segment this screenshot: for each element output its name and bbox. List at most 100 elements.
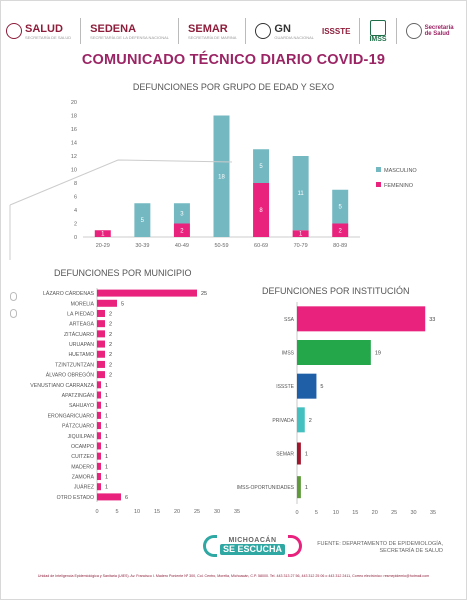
bar-data-label: 2 [109, 373, 112, 379]
institucion-chart-title: DEFUNCIONES POR INSTITUCIÓN [262, 286, 410, 296]
bar-data-label: 5 [320, 384, 323, 390]
bar-data-label: 25 [201, 291, 207, 297]
bar-data-label: 11 [298, 191, 305, 197]
x-tick-label: 15 [352, 510, 358, 516]
category-label: ZAMORA [72, 475, 95, 481]
legend-label-masculino: MASCULINO [384, 168, 417, 174]
category-label: ERONGARICUARO [48, 413, 94, 419]
legend-swatch-femenino [376, 182, 381, 187]
bar-data-label: 3 [180, 211, 184, 217]
category-label: LÁZARO CÁRDENAS [43, 290, 95, 297]
header-logos: SALUD SECRETARÍA DE SALUD SEDENA SECRETARÍ… [6, 14, 461, 48]
x-tick-label: 10 [333, 510, 339, 516]
age-sex-chart-title: DEFUNCIONES POR GRUPO DE EDAD Y SEXO [132, 82, 335, 92]
bar-semar [297, 442, 301, 465]
bar-huetamo [97, 350, 105, 358]
bar-data-label: 2 [109, 332, 112, 338]
bar-data-label: 1 [105, 403, 108, 409]
logo-michoacan-salud: Secretaría de Salud [405, 23, 461, 39]
category-label: SEMAR [276, 452, 294, 458]
binder-hole [10, 309, 17, 318]
x-tick-label: 5 [115, 509, 118, 515]
y-tick-label: 14 [71, 141, 77, 147]
bar-data-label: 1 [305, 485, 308, 491]
y-tick-label: 4 [74, 208, 77, 214]
bar-sahuayo [97, 401, 101, 409]
x-tick-label: 35 [234, 509, 240, 515]
bar-data-label: 2 [180, 228, 184, 234]
bar-masculino-60-69 [253, 149, 270, 183]
logo-issste: ISSSTE [321, 26, 351, 36]
bar-zitácuaro [97, 330, 105, 338]
bar-cuitzeo [97, 452, 101, 460]
michoacan-seal-icon [405, 23, 422, 39]
bar-data-label: 5 [339, 205, 343, 211]
bar-data-label: 2 [109, 342, 112, 348]
x-tick-label: 70-79 [294, 243, 308, 249]
category-label: LA PIEDAD [67, 311, 94, 317]
brand-bottom-text: SE ESCUCHA [220, 543, 286, 556]
bar-data-label: 1 [105, 424, 108, 430]
category-label: SSA [284, 317, 295, 323]
category-label: IMSS [282, 351, 295, 357]
municipio-chart-title: DEFUNCIONES POR MUNICIPIO [54, 268, 192, 278]
bar-data-label: 18 [218, 174, 225, 180]
y-tick-label: 20 [71, 100, 77, 106]
bar-data-label: 1 [105, 475, 108, 481]
bar-masculino-70-79 [292, 156, 309, 231]
category-label: ARTEAGA [69, 322, 94, 328]
footer-address: Unidad de Inteligencia Epidemiológica y … [37, 574, 430, 578]
binder-hole [10, 292, 17, 301]
bar-data-label: 33 [429, 317, 435, 323]
category-label: MADERO [71, 464, 94, 470]
legend-label-femenino: FEMENINO [384, 183, 414, 189]
logo-semar: SEMAR SECRETARÍA DE MARINA [188, 22, 237, 40]
bar-ssa [297, 306, 426, 332]
y-tick-label: 10 [71, 168, 77, 174]
bar-lázaro cárdenas [97, 289, 197, 297]
bar-data-label: 2 [109, 311, 112, 317]
category-label: PÁTZCUARO [62, 423, 94, 430]
sound-wave-right-icon [288, 535, 303, 557]
category-label: ÁLVARO OBREGÓN [46, 372, 94, 379]
category-label: OCAMPO [71, 444, 94, 450]
y-tick-label: 12 [71, 154, 77, 160]
y-tick-label: 2 [74, 222, 77, 228]
bar-apatzingán [97, 391, 101, 399]
bar-data-label: 2 [109, 362, 112, 368]
category-label: TZINTZUNTZAN [55, 362, 94, 368]
category-label: CUITZEO [71, 454, 94, 460]
bar-data-label: 5 [141, 218, 145, 224]
bar-data-label: 2 [109, 322, 112, 328]
logo-divider [80, 18, 82, 44]
x-tick-label: 0 [295, 510, 298, 516]
bar-otro estado [97, 493, 121, 501]
bar-la piedad [97, 309, 105, 317]
x-tick-label: 80-89 [333, 243, 347, 249]
institucion-chart: SSA 33 IMSS 19 ISSSTE 5 PRIVADA 2 SEMAR 1 IMSS-OPO… [237, 302, 436, 516]
logo-divider [395, 18, 397, 44]
x-tick-label: 5 [315, 510, 318, 516]
salud-seal-icon [6, 23, 22, 39]
bar-ocampo [97, 442, 101, 450]
bar-jiquilpan [97, 432, 101, 440]
x-tick-label: 60-69 [254, 243, 268, 249]
bar-pátzcuaro [97, 422, 101, 430]
page-title: COMUNICADO TÉCNICO DIARIO COVID-19 [81, 52, 386, 68]
bar-masculino-40-49 [173, 203, 190, 224]
category-label: ZITÁCUARO [64, 331, 94, 338]
bar-femenino-60-69 [253, 183, 270, 237]
bar-femenino-80-89 [332, 223, 349, 237]
sound-wave-left-icon [203, 535, 217, 557]
bar-erongaricuaro [97, 411, 101, 419]
category-label: APATZINGÁN [62, 392, 95, 399]
bar-data-label: 1 [305, 452, 308, 458]
bar-uruapan [97, 340, 105, 348]
x-tick-label: 20-29 [96, 243, 110, 249]
bar-morelia [97, 299, 117, 307]
x-tick-label: 40-49 [175, 243, 189, 249]
y-tick-label: 0 [74, 235, 77, 241]
y-tick-label: 18 [71, 114, 77, 120]
logo-divider [178, 18, 180, 44]
